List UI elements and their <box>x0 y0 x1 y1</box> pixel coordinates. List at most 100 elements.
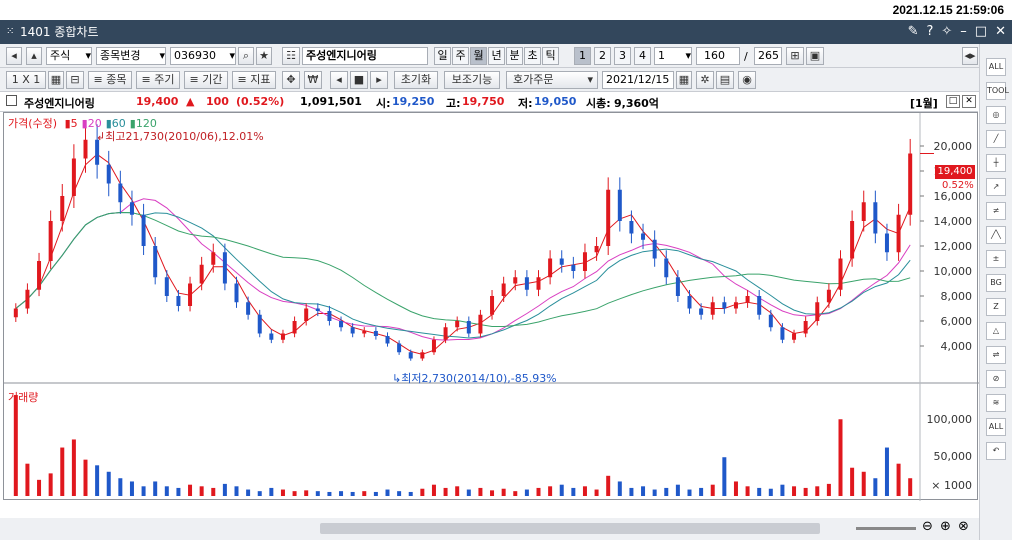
tool-icon-15[interactable]: ALL <box>986 418 1006 436</box>
reset-button[interactable]: 초기화 <box>394 71 438 89</box>
ma-line-5 <box>15 153 911 355</box>
tool-icon-2[interactable]: ◎ <box>986 106 1006 124</box>
multiplier-tab-3[interactable]: 3 <box>614 47 631 65</box>
volume-bar <box>501 488 506 496</box>
tool-icon-9[interactable]: BG <box>986 274 1006 292</box>
volume-bar <box>95 465 100 496</box>
candle-body <box>292 321 297 334</box>
tool-icon-7[interactable]: ╱╲ <box>986 226 1006 244</box>
tool-icon-10[interactable]: Z <box>986 298 1006 316</box>
close-icon[interactable]: ✕ <box>995 24 1006 39</box>
tool-icon-3[interactable]: ╱ <box>986 130 1006 148</box>
period-tab-5[interactable]: 초 <box>524 47 541 65</box>
volume-bar <box>234 486 239 496</box>
zoom-in-icon[interactable]: ⊕ <box>940 519 951 534</box>
stop-icon[interactable]: ■ <box>350 71 368 89</box>
period-tab-2[interactable]: 월 <box>470 47 487 65</box>
multiplier-tab-4[interactable]: 4 <box>634 47 651 65</box>
maximize-pane-icon[interactable]: □ <box>946 95 960 108</box>
candle-body <box>269 333 274 340</box>
scrollbar-track[interactable] <box>320 523 820 534</box>
search-icon[interactable]: ⌕ <box>238 47 254 65</box>
panel-toggle-icon[interactable]: ◂▸ <box>962 47 978 65</box>
period-menu-button[interactable]: ≡ 주기 <box>136 71 180 89</box>
tool-icon-4[interactable]: ┼ <box>986 154 1006 172</box>
maximize-icon[interactable]: □ <box>974 24 988 39</box>
period-tab-1[interactable]: 주 <box>452 47 469 65</box>
tool-icon-5[interactable]: ↗ <box>986 178 1006 196</box>
volume-bar <box>815 486 820 496</box>
zoom-slider[interactable] <box>856 527 916 530</box>
volume-bar <box>571 487 576 496</box>
current-price-badge: 19,400 <box>935 165 975 179</box>
total-count: 265 <box>754 47 782 65</box>
split-icon[interactable]: ⊟ <box>66 71 84 89</box>
chart-area[interactable]: 20,00018,00016,00014,00012,00010,0008,00… <box>3 112 979 515</box>
zoom-reset-icon[interactable]: ⊗ <box>958 519 969 534</box>
tool-icon-11[interactable]: △ <box>986 322 1006 340</box>
candle-body <box>710 302 715 315</box>
tool-icon-16[interactable]: ↶ <box>986 442 1006 460</box>
gear-icon[interactable]: ✲ <box>696 71 714 89</box>
volume-bar <box>246 489 251 496</box>
add-chart-icon[interactable]: ⊞ <box>786 47 804 65</box>
calendar-icon[interactable]: ▦ <box>676 71 692 89</box>
tool-icon-1[interactable]: TOOL <box>986 82 1009 100</box>
indicator-menu-button[interactable]: ≡ 지표 <box>232 71 276 89</box>
tool-icon-0[interactable]: ALL <box>986 58 1006 76</box>
stock-change-select[interactable]: 종목변경 ▾ <box>96 47 166 65</box>
count-stepper[interactable]: 160 <box>696 47 740 65</box>
grid-icon[interactable]: ▦ <box>48 71 64 89</box>
period-tab-6[interactable]: 틱 <box>542 47 559 65</box>
magnify-icon[interactable]: ◉ <box>738 71 756 89</box>
prev-icon[interactable]: ◂ <box>6 47 22 65</box>
favorite-icon[interactable]: ★ <box>256 47 272 65</box>
scroll-right-icon[interactable]: ▸ <box>370 71 388 89</box>
multiplier-tab-2[interactable]: 2 <box>594 47 611 65</box>
minimize-icon[interactable]: – <box>960 24 967 39</box>
save-icon[interactable]: ▣ <box>806 47 824 65</box>
high-label: 고: <box>446 97 461 110</box>
candle-body <box>188 283 193 306</box>
window-menu-icon[interactable]: ⁙ <box>6 26 15 37</box>
date-input[interactable]: 2021/12/15 <box>602 71 674 89</box>
y-tick-label: 14,000 <box>934 215 973 228</box>
low-label: 저: <box>518 97 533 110</box>
chart-settings-icon[interactable]: ▤ <box>716 71 734 89</box>
zoom-out-icon[interactable]: ⊖ <box>922 519 933 534</box>
tool-icon-14[interactable]: ≋ <box>986 394 1006 412</box>
range-menu-button[interactable]: ≡ 기간 <box>184 71 228 89</box>
period-tab-4[interactable]: 분 <box>506 47 523 65</box>
tool-icon-8[interactable]: ± <box>986 250 1006 268</box>
period-tab-0[interactable]: 일 <box>434 47 451 65</box>
ratio-button[interactable]: 1 X 1 <box>6 71 46 89</box>
settings-icon[interactable]: ✧ <box>941 24 953 39</box>
volume-bar <box>629 487 634 496</box>
close-pane-icon[interactable]: ✕ <box>962 95 976 108</box>
candle-body <box>606 189 611 246</box>
move-icon[interactable]: ✥ <box>282 71 300 89</box>
currency-icon[interactable]: ₩ <box>304 71 322 89</box>
volume-bar <box>420 488 425 496</box>
candle-body <box>280 333 285 340</box>
code-input[interactable]: 036930 ▾ <box>170 47 236 65</box>
volume-bar <box>582 486 587 496</box>
aux-function-button[interactable]: 보조기능 <box>444 71 500 89</box>
stock-info-icon[interactable]: ☷ <box>282 47 300 65</box>
checkbox-icon[interactable] <box>6 95 17 106</box>
scroll-left-icon[interactable]: ◂ <box>330 71 348 89</box>
multiplier-tab-1[interactable]: 1 <box>574 47 591 65</box>
interval-select[interactable]: 1 ▾ <box>654 47 692 65</box>
candle-body <box>304 308 309 321</box>
up-icon[interactable]: ▴ <box>26 47 42 65</box>
tool-icon-12[interactable]: ⇌ <box>986 346 1006 364</box>
period-tab-3[interactable]: 년 <box>488 47 505 65</box>
tool-icon-13[interactable]: ⊘ <box>986 370 1006 388</box>
pin-icon[interactable]: ✎ <box>907 24 919 39</box>
tool-icon-6[interactable]: ≠ <box>986 202 1006 220</box>
volume-bar <box>118 478 123 496</box>
help-icon[interactable]: ? <box>926 24 934 39</box>
market-select[interactable]: 주식 ▾ <box>46 47 92 65</box>
order-button[interactable]: 호가주문 ▾ <box>506 71 598 89</box>
stock-menu-button[interactable]: ≡ 종목 <box>88 71 132 89</box>
